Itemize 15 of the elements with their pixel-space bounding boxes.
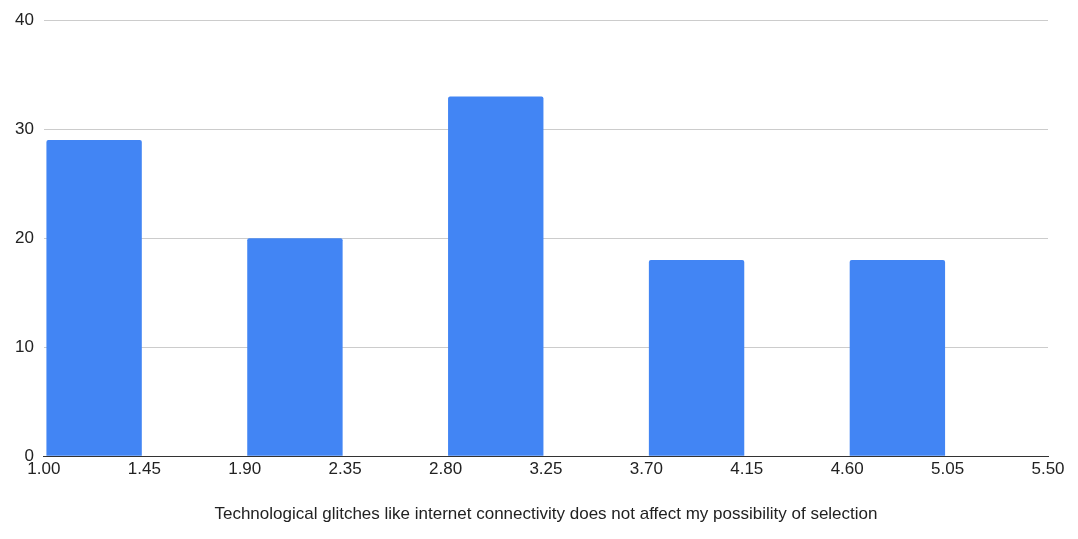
x-tick-label: 1.45 xyxy=(127,459,161,479)
x-tick-label: 4.15 xyxy=(730,459,764,479)
x-tick-label: 3.70 xyxy=(629,459,663,479)
x-tick-label: 4.60 xyxy=(830,459,864,479)
x-tick-label: 2.35 xyxy=(328,459,362,479)
x-axis-title: Technological glitches like internet connectivity does not affect my possibility of selection xyxy=(214,504,878,524)
x-tick-label: 5.50 xyxy=(1031,459,1065,479)
y-tick-label: 20 xyxy=(14,227,34,247)
x-tick-label: 5.05 xyxy=(931,459,965,479)
y-tick-label: 10 xyxy=(14,336,34,356)
y-tick-label: 40 xyxy=(14,9,34,29)
y-tick-label: 30 xyxy=(14,118,34,138)
x-tick-label: 1.90 xyxy=(228,459,262,479)
x-tick-label: 2.80 xyxy=(429,459,463,479)
x-tick-label: 3.25 xyxy=(529,459,563,479)
